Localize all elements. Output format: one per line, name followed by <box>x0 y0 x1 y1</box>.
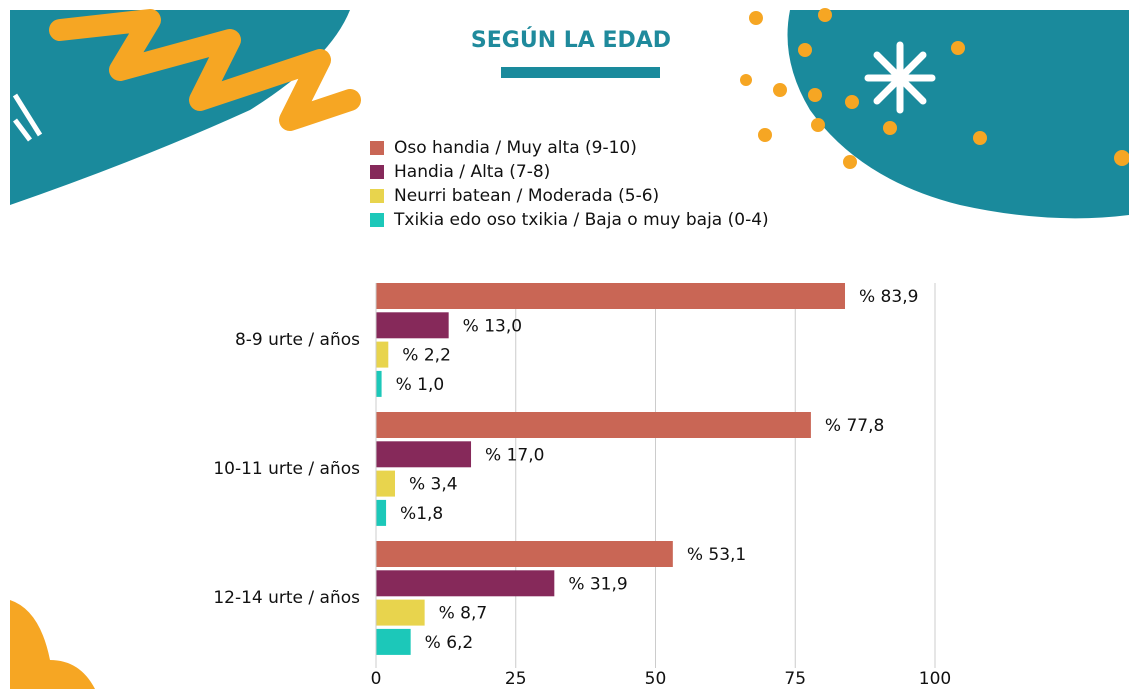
bar <box>376 629 411 655</box>
legend-swatch <box>370 189 384 203</box>
legend-label: Neurri batean / Moderada (5-6) <box>394 186 659 206</box>
data-label: % 77,8 <box>825 416 884 436</box>
legend-swatch <box>370 141 384 155</box>
legend-swatch <box>370 213 384 227</box>
bar <box>376 283 845 309</box>
bar <box>376 312 449 338</box>
data-label: % 83,9 <box>859 287 918 307</box>
bar <box>376 541 673 567</box>
legend-label: Handia / Alta (7-8) <box>394 162 550 182</box>
x-tick-label: 25 <box>505 669 527 689</box>
bar <box>376 441 471 467</box>
data-label: % 17,0 <box>485 445 544 465</box>
data-label: % 53,1 <box>687 545 746 565</box>
x-tick-label: 100 <box>919 669 951 689</box>
data-label: % 31,9 <box>568 574 627 594</box>
legend-label: Txikia edo oso txikia / Baja o muy baja … <box>393 210 769 230</box>
data-label: % 6,2 <box>425 633 474 653</box>
x-tick-label: 75 <box>784 669 806 689</box>
data-label: % 3,4 <box>409 475 458 495</box>
bar <box>376 500 386 526</box>
bar <box>376 371 382 397</box>
bar <box>376 570 554 596</box>
chart-title: SEGÚN LA EDAD <box>471 27 671 53</box>
data-label: %1,8 <box>400 504 443 524</box>
y-tick-label: 12-14 urte / años <box>213 588 360 608</box>
legend-swatch <box>370 165 384 179</box>
data-label: % 1,0 <box>396 375 445 395</box>
bar <box>376 471 395 497</box>
data-label: % 8,7 <box>439 604 488 624</box>
x-tick-label: 50 <box>645 669 667 689</box>
bar <box>376 342 388 368</box>
chart: SEGÚN LA EDAD Oso handia / Muy alta (9-1… <box>0 0 1129 689</box>
data-label: % 2,2 <box>402 346 451 366</box>
y-tick-label: 8-9 urte / años <box>235 330 360 350</box>
legend-label: Oso handia / Muy alta (9-10) <box>394 138 637 158</box>
data-label: % 13,0 <box>463 316 522 336</box>
x-tick-label: 0 <box>371 669 382 689</box>
bar <box>376 600 425 626</box>
y-tick-label: 10-11 urte / años <box>213 459 360 479</box>
bar <box>376 412 811 438</box>
